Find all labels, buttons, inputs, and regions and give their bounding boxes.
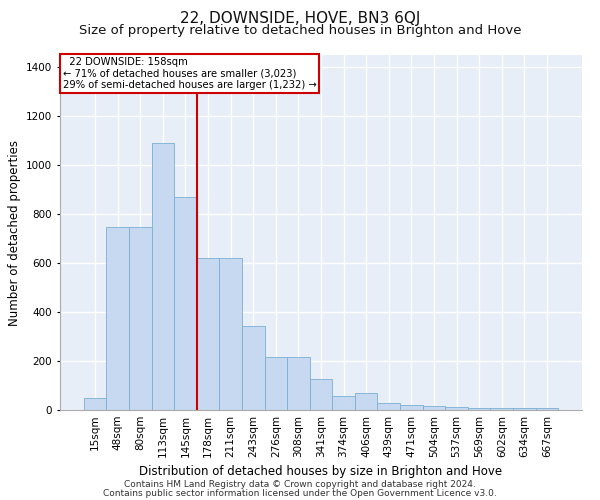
Bar bbox=[310, 378, 332, 410]
Bar bbox=[355, 394, 377, 410]
Bar bbox=[265, 358, 287, 410]
Bar bbox=[152, 142, 174, 410]
Bar bbox=[332, 396, 355, 410]
Text: Size of property relative to detached houses in Brighton and Hove: Size of property relative to detached ho… bbox=[79, 24, 521, 37]
Bar bbox=[84, 398, 106, 410]
Bar bbox=[377, 403, 400, 410]
Bar bbox=[197, 258, 220, 410]
Bar bbox=[536, 408, 558, 410]
X-axis label: Distribution of detached houses by size in Brighton and Hove: Distribution of detached houses by size … bbox=[139, 466, 503, 478]
Text: Contains HM Land Registry data © Crown copyright and database right 2024.: Contains HM Land Registry data © Crown c… bbox=[124, 480, 476, 489]
Bar bbox=[400, 404, 422, 410]
Y-axis label: Number of detached properties: Number of detached properties bbox=[8, 140, 20, 326]
Bar bbox=[468, 408, 490, 410]
Text: 22, DOWNSIDE, HOVE, BN3 6QJ: 22, DOWNSIDE, HOVE, BN3 6QJ bbox=[180, 11, 420, 26]
Bar bbox=[513, 408, 536, 410]
Bar bbox=[220, 258, 242, 410]
Text: Contains public sector information licensed under the Open Government Licence v3: Contains public sector information licen… bbox=[103, 488, 497, 498]
Bar bbox=[242, 326, 265, 410]
Bar bbox=[422, 406, 445, 410]
Bar bbox=[174, 198, 197, 410]
Text: 22 DOWNSIDE: 158sqm  
← 71% of detached houses are smaller (3,023)
29% of semi-d: 22 DOWNSIDE: 158sqm ← 71% of detached ho… bbox=[62, 57, 316, 90]
Bar bbox=[106, 227, 129, 410]
Bar bbox=[490, 408, 513, 410]
Bar bbox=[287, 358, 310, 410]
Bar bbox=[445, 407, 468, 410]
Bar bbox=[129, 227, 152, 410]
